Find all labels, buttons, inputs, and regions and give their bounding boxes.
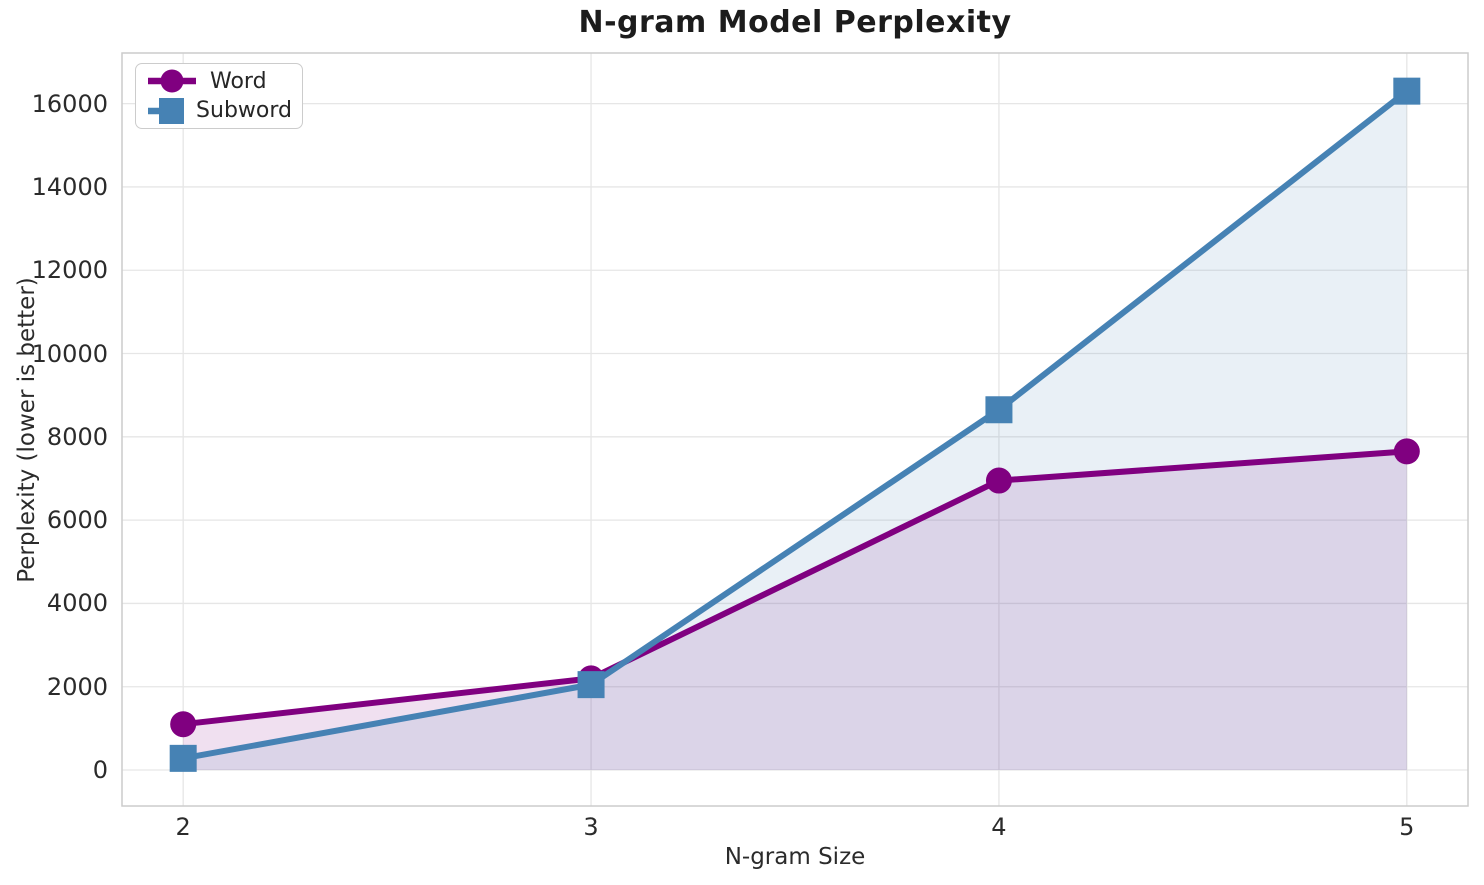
legend-item-subword: Subword [146, 97, 292, 125]
word-line [180, 448, 1410, 728]
word-line-circle-marker-icon [148, 69, 196, 93]
legend: Word Subword [135, 63, 303, 129]
subword-line [180, 88, 1410, 762]
x-axis-label: N-gram Size [724, 844, 866, 870]
legend-label-word: Word [210, 68, 267, 94]
legend-label-subword: Subword [196, 98, 292, 124]
y-tick-label: 2000 [46, 672, 108, 701]
y-tick-label: 8000 [46, 422, 108, 451]
word-marker [985, 467, 1012, 494]
y-tick-label: 16000 [31, 89, 108, 118]
y-tick-label: 6000 [46, 506, 108, 535]
word-marker [1393, 438, 1420, 465]
subword-line-square-marker-icon [148, 97, 185, 124]
word-marker [170, 711, 197, 738]
y-tick-label: 14000 [31, 172, 108, 201]
subword-marker [169, 744, 197, 772]
x-tick-label: 2 [175, 813, 191, 841]
subword-marker [577, 671, 605, 699]
y-tick-label: 0 [92, 756, 108, 785]
legend-item-word: Word [146, 67, 292, 95]
subword-marker [1393, 77, 1421, 105]
y-tick-label: 12000 [31, 256, 108, 285]
chart-title: N-gram Model Perplexity [578, 5, 1012, 40]
x-tick-label: 4 [991, 813, 1007, 841]
subword-fill-area [183, 91, 1407, 771]
x-tick-label: 3 [583, 813, 599, 841]
subword-marker [985, 396, 1013, 424]
y-tick-label: 10000 [31, 339, 108, 368]
x-tick-label: 5 [1399, 813, 1415, 841]
plot-border [121, 52, 1469, 807]
y-tick-label: 4000 [46, 589, 108, 618]
